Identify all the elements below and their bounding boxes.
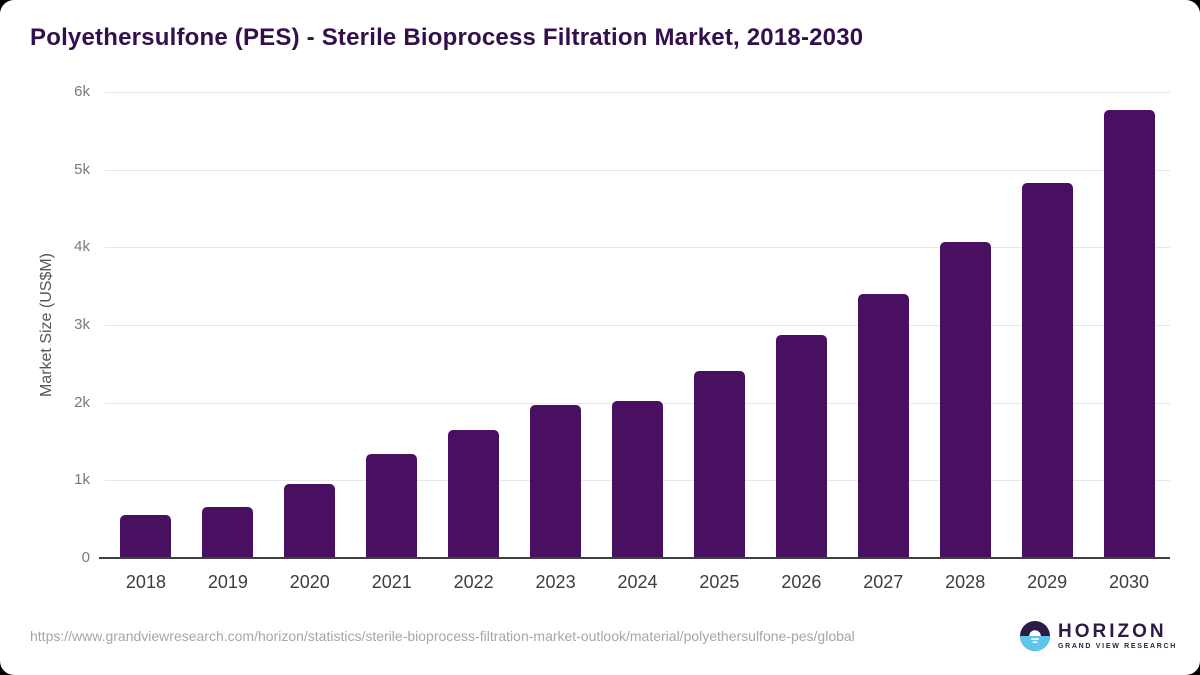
y-tick-0: 0 xyxy=(81,549,90,566)
bar-2021[interactable] xyxy=(366,454,418,557)
gridline-3k xyxy=(105,325,1170,326)
x-tick-2028: 2028 xyxy=(945,572,986,592)
bar-2025[interactable] xyxy=(693,371,745,557)
logo-subtitle: GRAND VIEW RESEARCH xyxy=(1058,643,1178,650)
x-tick-2021: 2021 xyxy=(371,572,412,592)
chart-title: Polyethersulfone (PES) - Sterile Bioproc… xyxy=(30,24,864,51)
x-tick-2022: 2022 xyxy=(453,572,494,592)
y-tick-1k: 1k xyxy=(74,471,90,489)
x-tick-2029: 2029 xyxy=(1027,572,1068,592)
bar-2030[interactable] xyxy=(1103,110,1155,557)
x-tick-2024: 2024 xyxy=(617,572,658,592)
bar-2018[interactable] xyxy=(120,515,172,557)
logo-brand: HORIZON xyxy=(1058,621,1167,642)
y-tick-2k: 2k xyxy=(74,393,90,411)
x-tick-2030: 2030 xyxy=(1109,572,1150,592)
plot-area xyxy=(99,92,1170,559)
bar-2029[interactable] xyxy=(1021,183,1073,557)
bar-2027[interactable] xyxy=(857,294,909,557)
gridline-5k xyxy=(105,169,1170,171)
bar-2022[interactable] xyxy=(448,430,500,557)
x-tick-2027: 2027 xyxy=(863,572,904,592)
x-tick-2023: 2023 xyxy=(535,572,576,592)
x-tick-2025: 2025 xyxy=(699,572,740,592)
gridline-6k xyxy=(105,92,1170,93)
y-tick-3k: 3k xyxy=(74,316,90,333)
horizon-sun-icon xyxy=(1020,621,1050,651)
x-tick-2018: 2018 xyxy=(125,572,166,592)
x-axis-line xyxy=(99,557,1170,559)
bar-2024[interactable] xyxy=(612,401,663,557)
x-tick-2026: 2026 xyxy=(781,572,822,592)
y-tick-6k: 6k xyxy=(74,83,90,100)
bar-2019[interactable] xyxy=(202,507,254,557)
y-tick-5k: 5k xyxy=(74,160,90,178)
horizon-logo: HORIZON GRAND VIEW RESEARCH xyxy=(1020,621,1177,651)
bar-2028[interactable] xyxy=(939,242,991,557)
bar-2023[interactable] xyxy=(530,405,582,557)
source-url: https://www.grandviewresearch.com/horizo… xyxy=(30,628,855,644)
x-tick-2020: 2020 xyxy=(289,572,330,592)
bar-2020[interactable] xyxy=(284,484,336,557)
bar-2026[interactable] xyxy=(775,335,827,557)
y-tick-4k: 4k xyxy=(74,238,90,256)
horizon-logo-text: HORIZON GRAND VIEW RESEARCH xyxy=(1058,621,1178,651)
gridline-4k xyxy=(105,247,1170,249)
x-tick-2019: 2019 xyxy=(207,572,248,592)
